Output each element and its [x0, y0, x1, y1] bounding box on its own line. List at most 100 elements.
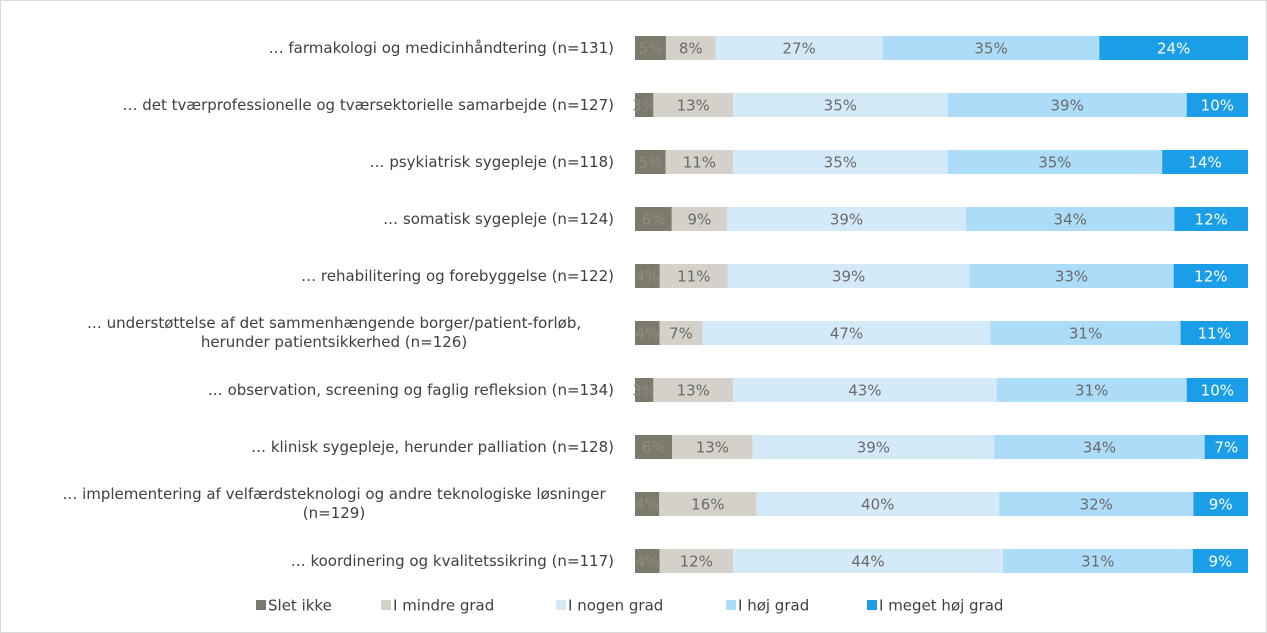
bar-segment	[947, 150, 1163, 174]
data-label: 35%	[824, 154, 857, 172]
bar-segment	[635, 321, 660, 345]
bar-segment	[665, 150, 734, 174]
data-label: 31%	[1069, 325, 1102, 343]
data-label: 39%	[832, 268, 865, 286]
data-label: 31%	[1075, 382, 1108, 400]
bar-segment	[1002, 549, 1193, 573]
category-label: … klinisk sygepleje, herunder palliation…	[251, 438, 614, 456]
bar-segment	[635, 207, 672, 231]
data-label: 32%	[1080, 496, 1113, 514]
data-label: 4%	[635, 496, 659, 514]
data-label: 11%	[1198, 325, 1231, 343]
data-label: 34%	[1083, 439, 1116, 457]
bar-segment	[752, 435, 995, 459]
data-label: 35%	[824, 97, 857, 115]
legend-label: I meget høj grad	[879, 597, 1003, 615]
category-label: … understøttelse af det sammenhængende b…	[86, 314, 582, 351]
category-label-box: … rehabilitering og forebyggelse (n=122)	[54, 266, 614, 286]
legend-label: I nogen grad	[568, 597, 663, 615]
data-label: 5%	[638, 154, 662, 172]
bar-segment	[1099, 36, 1248, 60]
category-label: … psykiatrisk sygepleje (n=118)	[369, 153, 614, 171]
category-label: … farmakologi og medicinhåndtering (n=13…	[268, 39, 614, 57]
category-label: … implementering af velfærdsteknologi og…	[62, 485, 606, 522]
bar-segment	[665, 36, 716, 60]
category-label-box: … det tværprofessionelle og tværsektorie…	[54, 95, 614, 115]
data-label: 27%	[782, 40, 815, 58]
bar-segment	[733, 150, 948, 174]
legend-label: Slet ikke	[268, 597, 332, 615]
bar-segment	[635, 93, 654, 117]
data-label: 7%	[1214, 439, 1238, 457]
data-label: 35%	[974, 40, 1007, 58]
data-label: 35%	[1038, 154, 1071, 172]
data-label: 47%	[830, 325, 863, 343]
data-label: 33%	[1055, 268, 1088, 286]
bar-segment	[1193, 492, 1248, 516]
data-label: 4%	[635, 553, 659, 571]
bar-segment	[733, 549, 1003, 573]
category-label: … observation, screening og faglig refle…	[207, 381, 614, 399]
bar-segment	[1162, 150, 1248, 174]
bar-segment	[756, 492, 1000, 516]
bar-segment	[733, 378, 997, 402]
bar-segment	[966, 207, 1175, 231]
data-label: 39%	[857, 439, 890, 457]
data-label: 5%	[639, 40, 663, 58]
bar-segment	[653, 378, 734, 402]
legend-label: I mindre grad	[393, 597, 494, 615]
legend-swatch	[381, 600, 391, 610]
bar-segment	[727, 264, 970, 288]
bar-segment	[994, 435, 1205, 459]
bar-segment	[635, 378, 654, 402]
bar-segment	[702, 321, 991, 345]
legend-swatch	[726, 600, 736, 610]
data-label: 3%	[632, 97, 656, 115]
bar-segment	[659, 264, 728, 288]
bar-segment	[1192, 549, 1248, 573]
data-label: 12%	[1194, 268, 1227, 286]
bar-segment	[671, 207, 727, 231]
legend-swatch	[256, 600, 266, 610]
bar-segment	[1186, 378, 1248, 402]
data-label: 3%	[632, 382, 656, 400]
bar-segment	[635, 492, 660, 516]
category-label-box: … farmakologi og medicinhåndtering (n=13…	[54, 38, 614, 58]
bar-segment	[1204, 435, 1248, 459]
data-label: 13%	[696, 439, 729, 457]
data-label: 34%	[1054, 211, 1087, 229]
bar-segment	[1173, 264, 1248, 288]
data-label: 13%	[677, 382, 710, 400]
data-label: 10%	[1201, 382, 1234, 400]
bar-segment	[1180, 321, 1248, 345]
category-label-box: … understøttelse af det sammenhængende b…	[54, 314, 614, 352]
data-label: 10%	[1201, 97, 1234, 115]
data-label: 4%	[635, 268, 659, 286]
data-label: 14%	[1188, 154, 1221, 172]
bar-segment	[659, 321, 703, 345]
category-label-box: … implementering af velfærdsteknologi og…	[54, 485, 614, 523]
bar-segment	[999, 492, 1194, 516]
bar-segment	[635, 549, 660, 573]
legend-swatch	[867, 600, 877, 610]
bar-segment	[653, 93, 734, 117]
category-label-box: … psykiatrisk sygepleje (n=118)	[54, 152, 614, 172]
data-label: 24%	[1157, 40, 1190, 58]
data-label: 16%	[691, 496, 724, 514]
data-label: 39%	[830, 211, 863, 229]
category-label: … rehabilitering og forebyggelse (n=122)	[301, 267, 614, 285]
data-label: 40%	[861, 496, 894, 514]
bar-segment	[947, 93, 1187, 117]
data-label: 12%	[1195, 211, 1228, 229]
bar-segment	[672, 435, 753, 459]
bar-segment	[635, 264, 660, 288]
bar-segment	[635, 36, 666, 60]
bar-segment	[733, 93, 948, 117]
data-label: 9%	[1209, 496, 1233, 514]
bar-segment	[969, 264, 1174, 288]
category-label-box: … klinisk sygepleje, herunder palliation…	[54, 437, 614, 457]
bar-segment	[715, 36, 883, 60]
bar-segment	[635, 150, 666, 174]
